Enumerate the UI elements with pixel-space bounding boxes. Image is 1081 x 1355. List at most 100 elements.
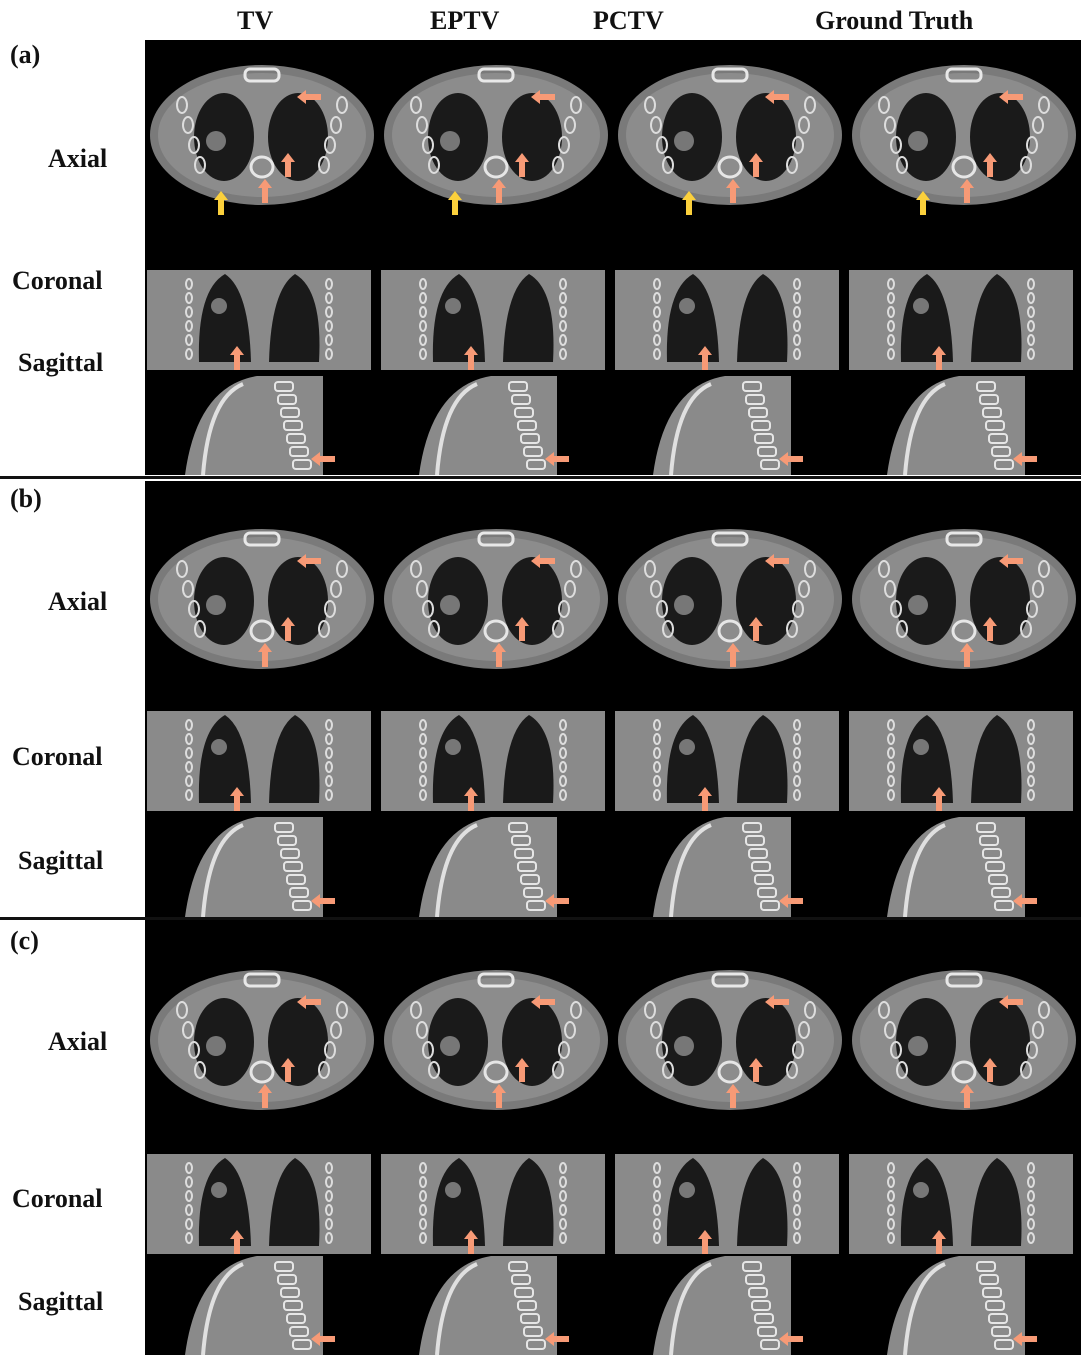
rib <box>1038 560 1050 578</box>
rib <box>325 306 333 318</box>
arrow-up-icon <box>515 1058 529 1082</box>
vertebra <box>991 887 1011 898</box>
rib <box>1032 1021 1044 1039</box>
sternum <box>711 972 749 988</box>
rib <box>564 116 576 134</box>
rib <box>325 348 333 360</box>
rib <box>176 96 188 114</box>
rib <box>653 306 661 318</box>
coronal-body <box>147 711 371 811</box>
coronal-body <box>615 711 839 811</box>
arrow-left-icon <box>1013 1332 1037 1346</box>
rib <box>182 580 194 598</box>
arrow-left-icon <box>311 452 335 466</box>
right-lung <box>198 715 251 803</box>
axial-slice <box>852 970 1076 1110</box>
rib <box>890 600 902 618</box>
rib <box>653 747 661 759</box>
rib <box>792 1041 804 1059</box>
sternum <box>435 382 478 475</box>
vessel <box>206 595 226 615</box>
rib <box>1026 1041 1038 1059</box>
rib <box>194 1061 206 1079</box>
rib <box>558 600 570 618</box>
rib <box>185 747 193 759</box>
arrow-left-icon <box>779 1332 803 1346</box>
rib <box>416 116 428 134</box>
coronal-body <box>849 270 1073 370</box>
vertebra <box>508 1261 528 1272</box>
axial-slice <box>150 529 374 669</box>
vertebra <box>742 822 762 833</box>
rib <box>804 560 816 578</box>
rib <box>419 761 427 773</box>
vertebra <box>985 1300 1005 1311</box>
rib <box>419 348 427 360</box>
coronal-slice <box>849 1154 1073 1254</box>
rib <box>896 156 908 174</box>
right-lung <box>666 274 719 362</box>
rib <box>887 320 895 332</box>
rib <box>793 719 801 731</box>
rib <box>559 334 567 346</box>
vertebra <box>751 1300 771 1311</box>
rib <box>1026 600 1038 618</box>
vertebra <box>985 861 1005 872</box>
rib <box>422 600 434 618</box>
rib <box>793 278 801 290</box>
vertebra <box>526 459 546 470</box>
sternum <box>435 1262 478 1355</box>
arrow-up-icon <box>281 617 295 641</box>
vertebra <box>760 459 780 470</box>
rib <box>419 292 427 304</box>
rib <box>318 620 330 638</box>
rib <box>194 156 206 174</box>
row-label-coronal-a: Coronal <box>12 266 103 295</box>
ct-slices-b <box>147 529 1076 917</box>
vertebra <box>249 619 275 643</box>
vertebra <box>511 835 531 846</box>
vessel <box>913 1182 929 1198</box>
rib <box>559 348 567 360</box>
rib <box>419 733 427 745</box>
vertebra <box>751 420 771 431</box>
rib <box>410 96 422 114</box>
sagittal-slice <box>887 376 1037 475</box>
rib <box>884 1021 896 1039</box>
arrow-up-icon <box>464 1230 478 1254</box>
rib <box>653 278 661 290</box>
sagittal-slice <box>887 1256 1037 1355</box>
vertebra <box>979 394 999 405</box>
right-lung <box>900 274 953 362</box>
vertebra <box>526 1339 546 1350</box>
left-lung <box>269 715 320 803</box>
coronal-slice <box>147 1154 371 1254</box>
rib <box>887 348 895 360</box>
left-lung <box>268 557 328 645</box>
right-lung <box>432 715 485 803</box>
coronal-slice <box>615 270 839 370</box>
coronal-slice <box>147 270 371 370</box>
rib <box>890 136 902 154</box>
rib <box>1027 747 1035 759</box>
rib <box>896 1061 908 1079</box>
left-lung <box>970 93 1030 181</box>
rib <box>330 1021 342 1039</box>
vertebra <box>751 861 771 872</box>
vessel <box>679 1182 695 1198</box>
coronal-slice <box>381 711 605 811</box>
vertebra <box>286 1313 306 1324</box>
arrow-up-icon <box>960 1084 974 1108</box>
arrow-up-icon <box>281 1058 295 1082</box>
rib <box>330 580 342 598</box>
rib <box>656 1041 668 1059</box>
arrow-up-icon <box>932 346 946 370</box>
vertebra <box>483 619 509 643</box>
rib <box>653 789 661 801</box>
coronal-body <box>849 711 1073 811</box>
rib <box>185 719 193 731</box>
rib <box>887 761 895 773</box>
rib <box>653 1232 661 1244</box>
row-label-coronal-c: Coronal <box>12 1184 103 1213</box>
rib <box>185 320 193 332</box>
